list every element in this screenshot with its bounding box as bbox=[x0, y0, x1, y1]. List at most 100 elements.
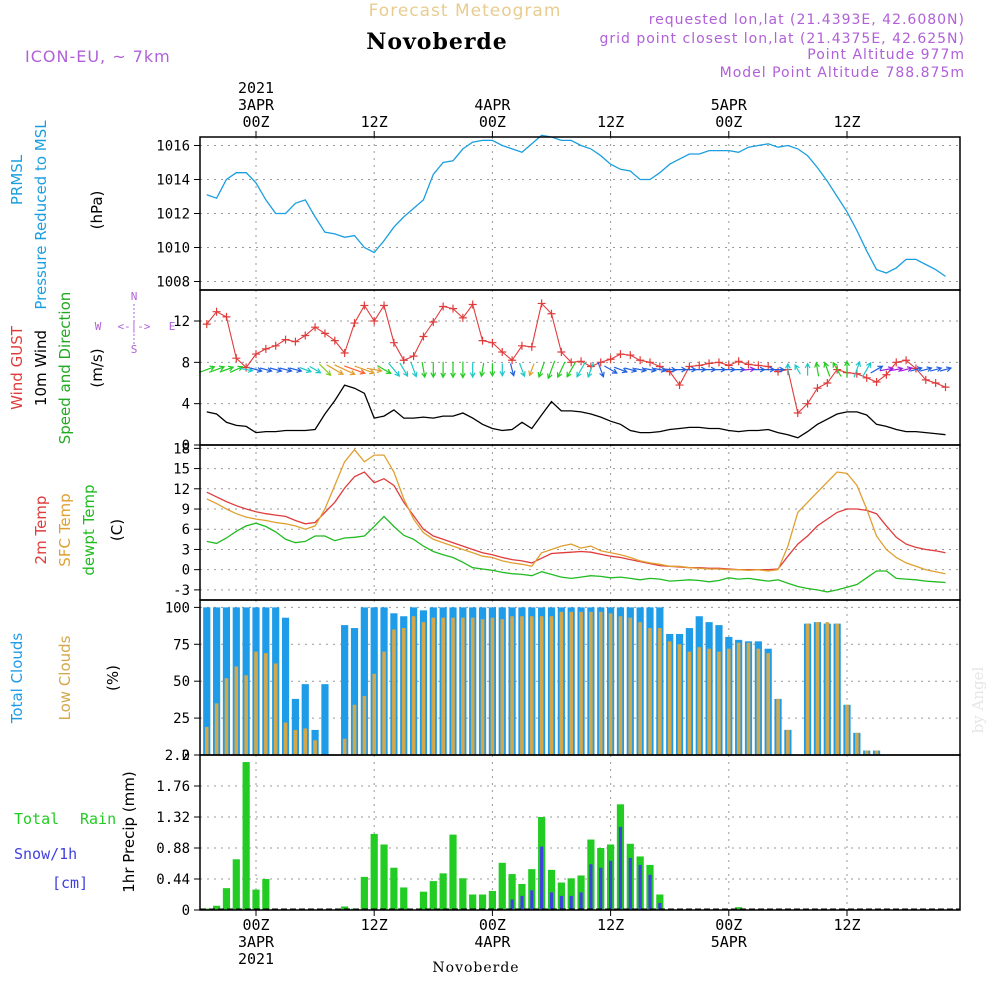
low-cloud-bar bbox=[707, 648, 711, 755]
low-cloud-bar bbox=[825, 622, 830, 755]
low-cloud-bar bbox=[736, 642, 741, 755]
snow-bar bbox=[589, 864, 593, 910]
snow-bar bbox=[609, 860, 613, 910]
gust-marker bbox=[902, 356, 911, 365]
wind-direction-arrow bbox=[410, 362, 418, 378]
wind-direction-arrow bbox=[814, 361, 820, 377]
wind-direction-arrow bbox=[198, 365, 216, 373]
low-cloud-bar bbox=[618, 616, 623, 755]
wind-direction-arrow bbox=[929, 366, 943, 372]
wind-direction-arrow bbox=[289, 367, 303, 373]
gust-marker bbox=[695, 361, 704, 370]
wind-direction-arrow bbox=[772, 366, 786, 373]
y-tick-label: 0 bbox=[182, 563, 190, 579]
gust-marker bbox=[872, 377, 881, 386]
y-tick-label: 1012 bbox=[156, 207, 190, 223]
low-cloud-bar bbox=[342, 738, 347, 755]
temp2m-line bbox=[206, 471, 946, 571]
rain-bar bbox=[390, 867, 398, 910]
gust-marker bbox=[537, 299, 546, 308]
low-cloud-bar bbox=[559, 611, 564, 755]
low-cloud-bar bbox=[520, 616, 524, 755]
gust-marker bbox=[567, 358, 576, 367]
y-tick-label: 0.44 bbox=[156, 872, 190, 888]
total-cloud-bar bbox=[321, 684, 329, 755]
gust-marker bbox=[734, 357, 743, 366]
total-cloud-bar bbox=[360, 607, 368, 755]
rain-bar bbox=[429, 881, 437, 910]
low-cloud-bar bbox=[461, 617, 465, 755]
snow-bar bbox=[540, 846, 544, 910]
top-time-label: 12Z bbox=[833, 113, 860, 131]
pressure-unit: (hPa) bbox=[88, 191, 106, 230]
low-cloud-bar bbox=[264, 653, 268, 755]
rain-bar bbox=[360, 876, 368, 910]
y-tick-label: 100 bbox=[165, 600, 190, 616]
gust-marker bbox=[744, 360, 753, 369]
snow-label: Snow/1h bbox=[14, 845, 77, 863]
wind-direction-arrow bbox=[528, 363, 535, 377]
top-time-label: 3APR bbox=[238, 96, 275, 114]
wind-direction-arrow bbox=[344, 365, 366, 375]
gust-marker bbox=[340, 349, 349, 358]
snow-bar bbox=[638, 864, 642, 910]
rain-bar bbox=[213, 905, 221, 910]
y-tick-label: 4 bbox=[182, 397, 190, 413]
low-cloud-bar bbox=[727, 648, 731, 755]
gust-marker bbox=[380, 301, 389, 310]
y-tick-label: 9 bbox=[182, 502, 190, 518]
snow-bar bbox=[658, 902, 662, 910]
gridpoint-coords: grid point closest lon,lat (21.4375E, 42… bbox=[599, 31, 965, 47]
wind-direction-arrow bbox=[388, 362, 401, 377]
gust-marker bbox=[212, 307, 221, 316]
top-time-label: 2021 bbox=[238, 79, 274, 97]
low-cloud-bar bbox=[293, 729, 298, 755]
snow-bar bbox=[599, 867, 603, 910]
wind-direction-arrow bbox=[910, 366, 923, 372]
low-cloud-bar bbox=[421, 622, 426, 755]
gust-marker bbox=[261, 344, 270, 353]
rain-bar bbox=[341, 906, 349, 910]
snow-bar bbox=[559, 895, 563, 910]
wind-direction-arrow bbox=[547, 360, 556, 380]
low-cloud-bar bbox=[687, 651, 692, 755]
gust-marker bbox=[488, 338, 497, 347]
wind-direction-arrow bbox=[440, 361, 447, 379]
low-cloud-bar bbox=[835, 623, 839, 755]
gust-line bbox=[206, 302, 946, 415]
low-cloud-bar bbox=[382, 651, 386, 755]
y-tick-label: 18 bbox=[173, 441, 190, 457]
gust-marker bbox=[626, 351, 635, 360]
gust-marker bbox=[478, 336, 487, 345]
low-cloud-bar bbox=[372, 673, 376, 755]
low-cloud-bar bbox=[756, 648, 761, 755]
gust-marker bbox=[498, 348, 507, 356]
bottom-time-label: 5APR bbox=[711, 933, 748, 951]
bottom-time-label: 00Z bbox=[715, 916, 742, 934]
rain-bar bbox=[459, 878, 467, 910]
top-time-label: 12Z bbox=[361, 113, 388, 131]
wind-direction-arrow bbox=[919, 366, 933, 372]
gust-marker bbox=[399, 356, 408, 365]
rain-bar bbox=[498, 862, 506, 910]
point-altitude: Point Altitude 977m bbox=[807, 47, 965, 63]
low-cloud-bar bbox=[273, 663, 278, 755]
temp-unit: (C) bbox=[108, 519, 126, 541]
low-cloud-bar bbox=[362, 695, 367, 755]
y-tick-label: 1008 bbox=[156, 275, 190, 291]
gust-marker bbox=[222, 312, 231, 321]
rain-bar bbox=[232, 859, 240, 910]
top-time-label: 12Z bbox=[597, 113, 624, 131]
rain-bar bbox=[547, 869, 556, 910]
snow-bar bbox=[549, 892, 554, 910]
gust-marker bbox=[350, 319, 359, 328]
top-time-label: 5APR bbox=[711, 96, 748, 114]
low-cloud-bar bbox=[569, 611, 573, 755]
gust-marker bbox=[803, 399, 812, 408]
low-cloud-bar bbox=[411, 616, 416, 755]
total-cloud-bar bbox=[341, 625, 349, 755]
gust-marker bbox=[202, 320, 211, 329]
gust-marker bbox=[577, 357, 586, 366]
low-cloud-bar bbox=[608, 613, 613, 755]
